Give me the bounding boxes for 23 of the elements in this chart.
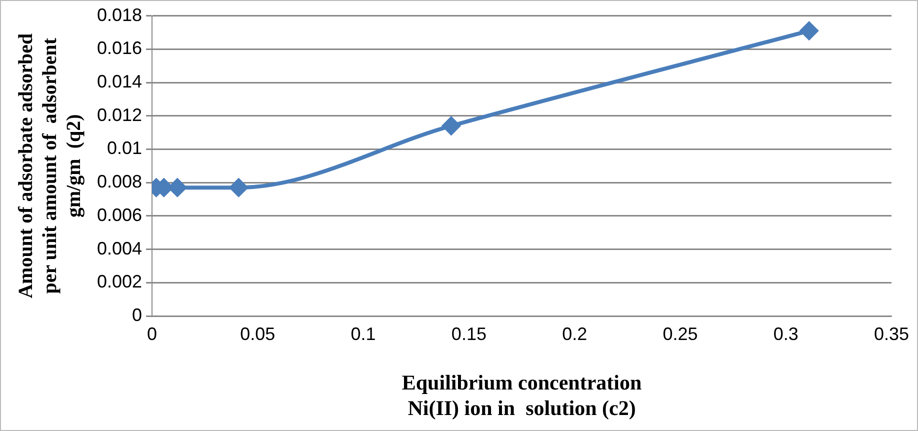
x-tick-label: 0.2 — [562, 324, 588, 344]
y-tick-label: 0.006 — [96, 204, 142, 225]
point — [800, 22, 818, 40]
x-tick-label: 0.3 — [773, 324, 798, 344]
y-tick-label: 0 — [132, 304, 142, 325]
y-tick-label: 0.014 — [96, 71, 142, 92]
y-tick-label: 0.01 — [106, 138, 142, 158]
y-tick-label: 0.008 — [96, 172, 142, 192]
x-tick-label: 0.1 — [350, 324, 376, 344]
y-tick-label: 0.016 — [96, 38, 142, 58]
y-tick-label: 0.012 — [96, 104, 142, 125]
x-tick-label: 0.35 — [874, 324, 910, 344]
x-tick-label: 0 — [147, 324, 158, 344]
y-tick-label: 0.004 — [96, 238, 142, 258]
x-tick-label: 0.15 — [451, 324, 486, 344]
x-tick-label: 0.25 — [662, 324, 698, 344]
x-axis-title: Equilibrium concentration Ni(II) ion in solution (c2) — [402, 370, 642, 420]
y-tick-label: 0.002 — [96, 272, 142, 292]
x-tick-label: 0.05 — [240, 324, 276, 344]
y-tick-label: 0.018 — [96, 4, 142, 25]
y-axis-title: Amount of adsorbate adsorbed per unit amount of adsorbent gm/gm (q2) — [15, 33, 86, 298]
point — [442, 116, 460, 135]
point — [230, 178, 248, 197]
